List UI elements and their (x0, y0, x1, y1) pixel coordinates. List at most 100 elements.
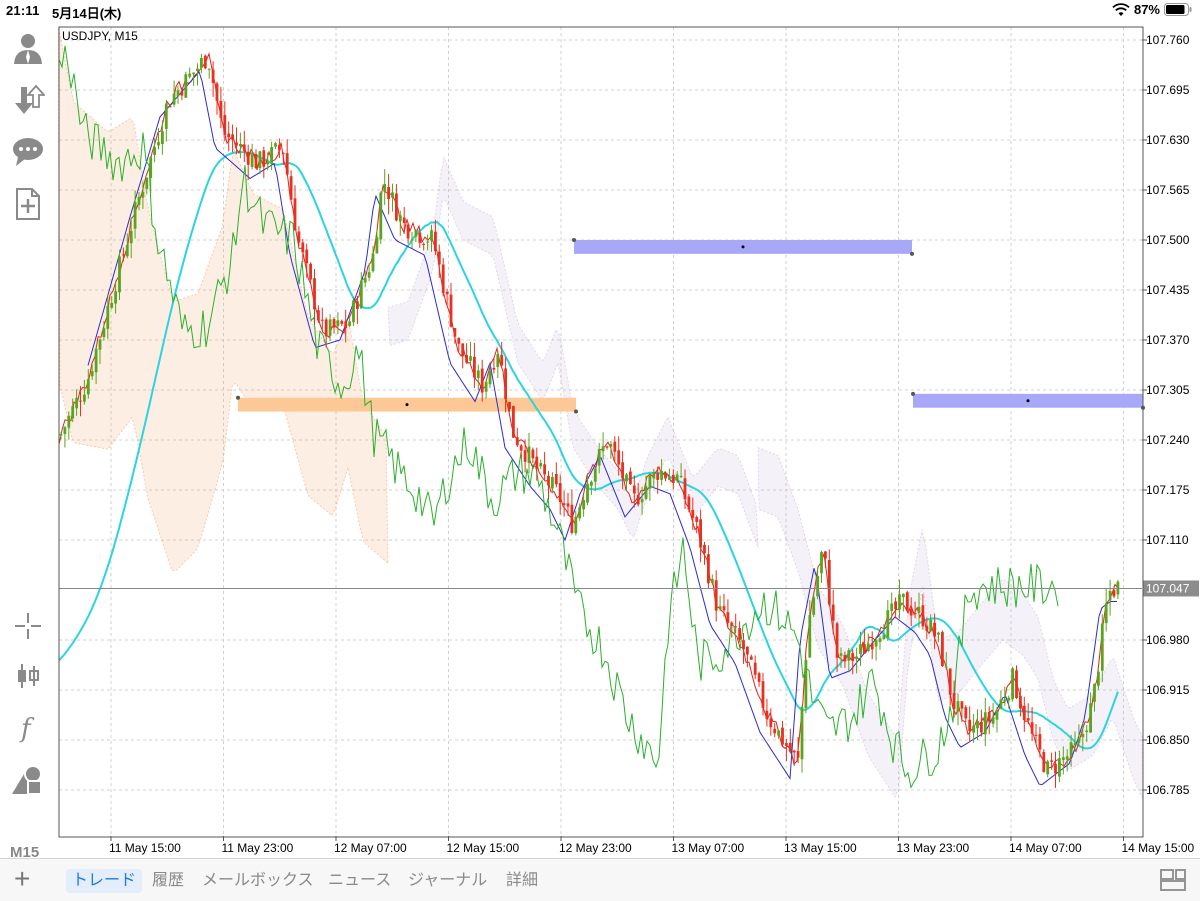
candle-body (1054, 763, 1057, 774)
candle-body (122, 254, 125, 256)
candle-body (699, 519, 702, 548)
candle-body (617, 450, 621, 465)
candle-body (531, 449, 535, 459)
support-zone-handle (236, 395, 240, 400)
ichimoku-cloud-bear (58, 26, 389, 571)
candle-body (164, 103, 168, 129)
candle-body (652, 472, 656, 479)
candle-body (332, 319, 336, 328)
candle-body (1089, 703, 1092, 733)
deposit-withdraw-icon[interactable] (8, 80, 48, 120)
candle-body (1081, 733, 1085, 738)
candle-body (785, 743, 788, 746)
price-chart[interactable]: 107.760 107.695 107.630 107.565 107.500 107.4… (58, 26, 1200, 858)
candle-body (738, 628, 741, 640)
x-tick-label: 12 May 15:00 (447, 841, 520, 855)
tab-details[interactable]: 詳細 (506, 872, 539, 889)
candle-body (995, 709, 999, 720)
candle-body (917, 606, 921, 613)
candle-body (695, 516, 699, 522)
candle-body (1073, 743, 1077, 746)
candle-body (781, 727, 784, 745)
chart-symbol-title: USDJPY, M15 (62, 29, 138, 43)
candle-body (1058, 758, 1061, 777)
y-tick-label: 107.435 (1146, 283, 1190, 297)
candle-body (664, 473, 667, 479)
windows-icon[interactable] (1160, 869, 1186, 896)
candle-body (336, 320, 340, 327)
candle-body (449, 294, 453, 327)
candle-body (340, 320, 344, 324)
candle-body (1007, 697, 1011, 701)
candle-body (1015, 670, 1018, 699)
candle-body (161, 131, 164, 144)
candle-body (820, 552, 823, 574)
candle-body (746, 646, 749, 655)
indicator-icon[interactable]: f (8, 708, 48, 748)
candle-body (1019, 695, 1022, 709)
candle-body (1100, 623, 1104, 671)
candle-body (270, 147, 273, 164)
candle-body (894, 601, 897, 610)
candle-body (301, 242, 305, 253)
candle-body (855, 656, 858, 659)
candle-body (94, 348, 98, 373)
account-icon[interactable] (8, 28, 48, 68)
y-tick-label: 107.240 (1146, 433, 1190, 447)
candle-body (1026, 718, 1030, 721)
candle-body (859, 644, 862, 655)
candle-body (948, 668, 952, 695)
candle-body (593, 468, 597, 482)
new-order-icon[interactable] (8, 184, 48, 224)
candle-body (1065, 756, 1069, 760)
candle-body (558, 483, 562, 502)
left-toolbar: f M15 (0, 22, 56, 861)
candle-body (554, 474, 558, 485)
candle-body (710, 578, 714, 583)
timeframe-label[interactable]: M15 (10, 844, 40, 861)
candle-body (352, 300, 355, 323)
candle-body (913, 613, 917, 615)
candlestick-icon[interactable] (8, 656, 48, 696)
candle-body (441, 264, 445, 294)
candle-body (933, 622, 936, 637)
candle-body (356, 301, 359, 309)
candle-body (843, 654, 847, 662)
tab-news[interactable]: ニュース (328, 872, 392, 889)
tab-mailbox[interactable]: メールボックス (202, 872, 314, 889)
candle-body (941, 632, 944, 667)
tab-trade[interactable]: トレード (66, 869, 143, 893)
candle-body (114, 291, 117, 304)
tab-history[interactable]: 履歴 (152, 872, 185, 889)
chat-icon[interactable] (8, 132, 48, 172)
y-tick-label: 106.850 (1146, 733, 1190, 747)
tab-journal[interactable]: ジャーナル (408, 872, 488, 889)
candle-body (734, 626, 738, 628)
crosshair-icon[interactable] (8, 606, 48, 646)
candle-body (75, 397, 78, 409)
candle-body (827, 560, 831, 605)
candle-body (972, 725, 975, 733)
candle-body (129, 230, 133, 244)
candle-body (200, 57, 203, 68)
candle-body (968, 719, 972, 731)
candle-body (909, 609, 913, 616)
candle-body (586, 483, 589, 503)
support-zone-handle (405, 403, 409, 407)
candle-body (410, 239, 414, 241)
chart-canvas[interactable]: 107.760 107.695 107.630 107.565 107.500 107.4… (58, 26, 1200, 858)
objects-icon[interactable] (8, 760, 48, 800)
candle-body (203, 55, 207, 69)
candle-body (172, 93, 176, 105)
add-icon[interactable]: + (14, 863, 31, 894)
candle-body (223, 114, 227, 135)
candle-body (184, 74, 188, 98)
candle-body (987, 712, 991, 722)
candle-body (937, 632, 940, 635)
candle-body (921, 605, 925, 627)
y-tick-label: 107.500 (1146, 233, 1190, 247)
y-tick-label: 106.915 (1146, 683, 1190, 697)
candle-body (761, 681, 765, 708)
bottom-tab-bar: + トレード 履歴 メールボックス ニュース ジャーナル 詳細 (0, 858, 1200, 901)
candle-body (98, 339, 102, 350)
